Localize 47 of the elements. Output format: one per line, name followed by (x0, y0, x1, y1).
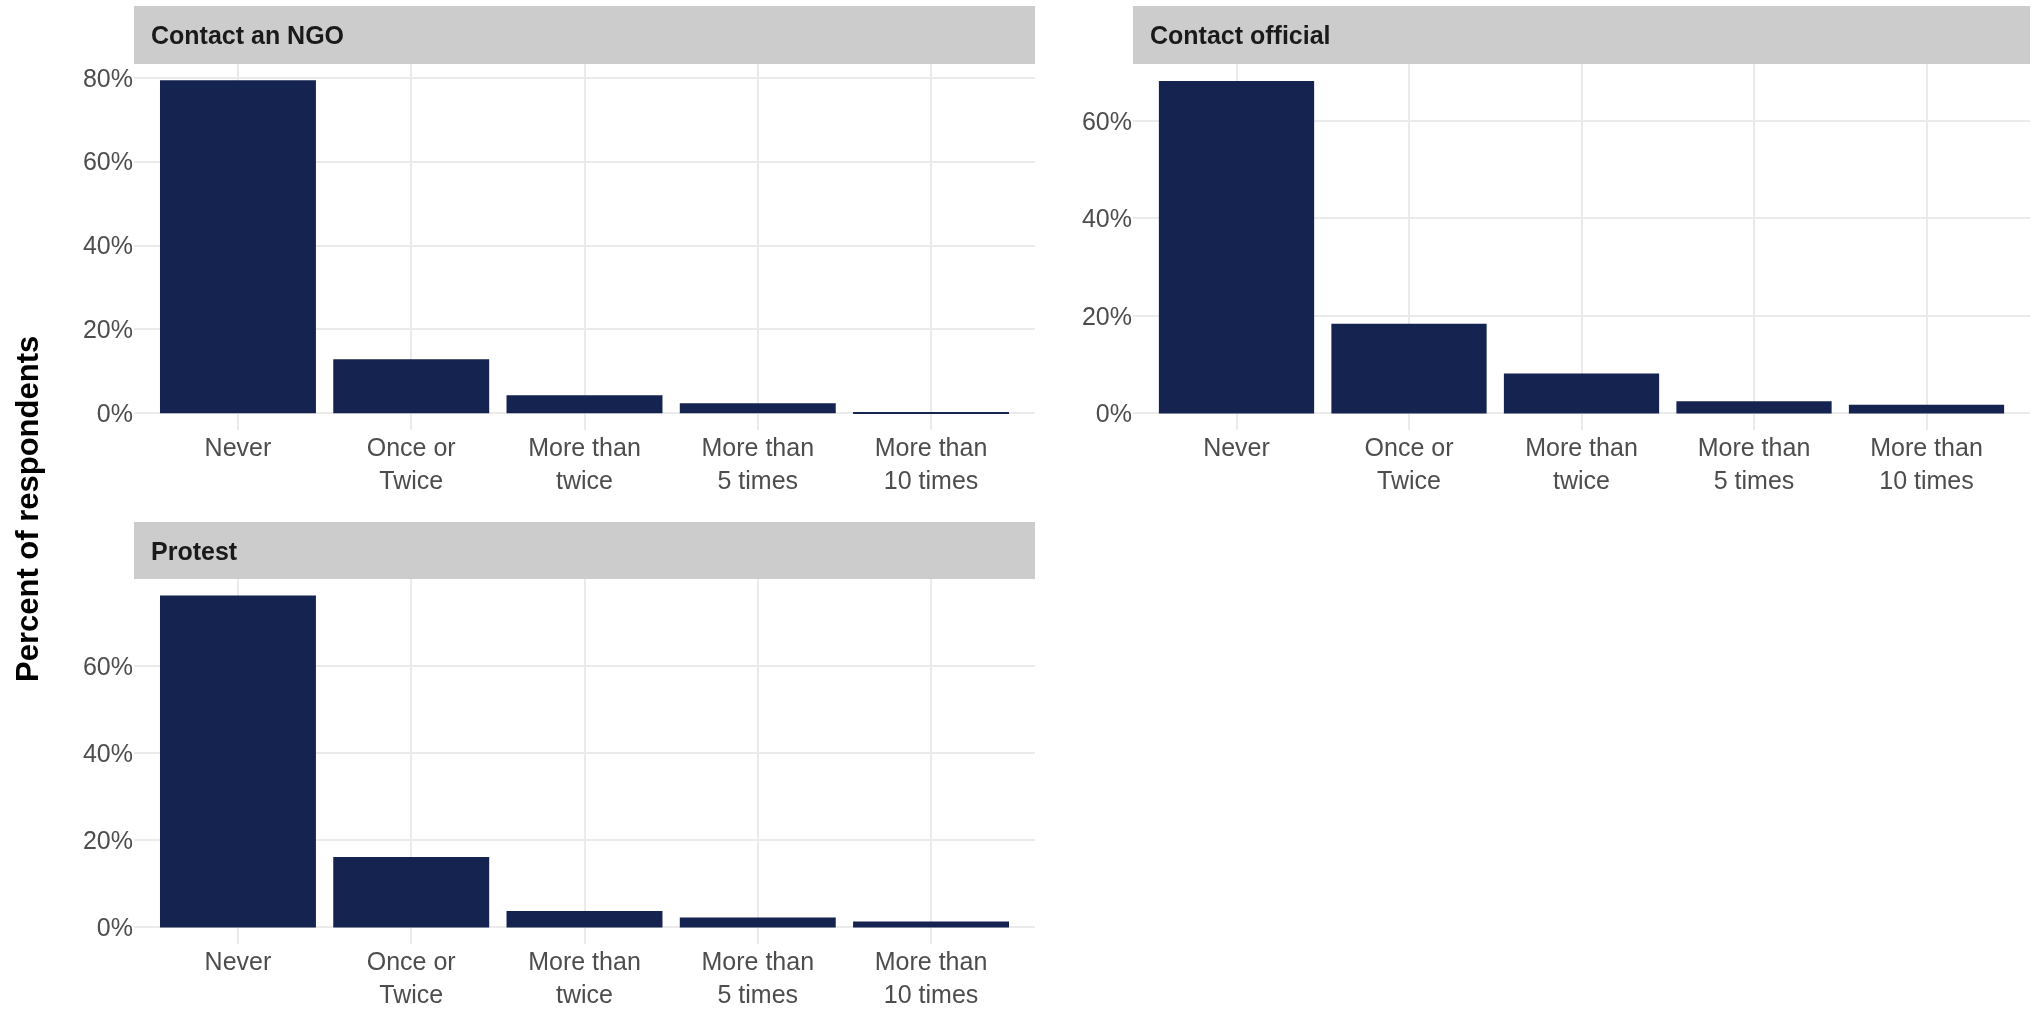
y-tick-label: 40% (82, 231, 133, 260)
x-tick-label: More than 5 times (701, 433, 815, 494)
bar (506, 395, 663, 414)
bar (853, 921, 1010, 928)
y-tick-label: 20% (82, 826, 133, 855)
y-tick-label: 80% (82, 63, 133, 92)
x-tick-label: Never (204, 947, 272, 975)
y-tick-label: 60% (1081, 106, 1132, 135)
y-tick-label: 40% (1081, 204, 1132, 233)
bar (159, 595, 316, 928)
bar (853, 411, 1010, 414)
y-tick-label: 40% (82, 739, 133, 768)
x-tick-label: Once or Twice (366, 433, 456, 494)
x-tick-label: More than 5 times (1697, 433, 1811, 494)
chart-title: Contact an NGO (151, 21, 345, 49)
x-tick-label: More than 10 times (1870, 433, 1983, 494)
x-tick-label: More than twice (528, 433, 641, 494)
x-tick-label: More than 10 times (874, 947, 988, 1008)
y-tick-label: 0% (96, 913, 133, 942)
y-tick-label: 60% (82, 147, 133, 176)
bar (1676, 401, 1832, 414)
y-tick-label: 0% (96, 398, 133, 427)
bar (333, 359, 490, 414)
bar (506, 910, 663, 928)
y-tick-label: 0% (1095, 399, 1132, 428)
chart-title: Protest (151, 537, 238, 565)
bar (159, 80, 316, 414)
bar (679, 403, 836, 414)
x-tick-label: Never (204, 433, 272, 461)
x-tick-label: Once or Twice (366, 947, 456, 1008)
x-tick-label: More than twice (1525, 433, 1638, 494)
bar (1848, 404, 2005, 414)
y-tick-label: 60% (82, 652, 133, 681)
bar (1503, 373, 1660, 414)
bar (333, 856, 490, 928)
y-tick-label: 20% (82, 315, 133, 344)
y-axis-title: Percent of respondents (10, 335, 45, 682)
bar (679, 917, 836, 928)
bar (1158, 81, 1315, 414)
x-tick-label: More than twice (528, 947, 641, 1008)
x-tick-label: Never (1203, 433, 1270, 461)
chart-title: Contact official (1150, 21, 1331, 49)
y-tick-label: 20% (1081, 301, 1132, 330)
x-tick-label: More than 5 times (701, 947, 815, 1008)
x-tick-label: More than 10 times (874, 433, 988, 494)
x-tick-label: Once or Twice (1364, 433, 1454, 494)
bar (1331, 323, 1487, 414)
